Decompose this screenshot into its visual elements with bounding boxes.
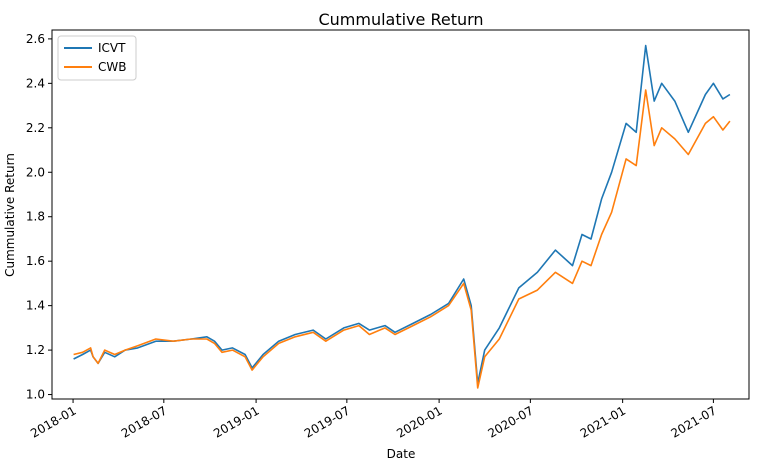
chart-title: Cummulative Return	[318, 10, 483, 29]
x-tick-label: 2018-01	[28, 403, 78, 440]
y-tick-label: 1.4	[26, 299, 45, 313]
legend-label-cwb: CWB	[98, 60, 126, 74]
y-tick-label: 1.8	[26, 210, 45, 224]
series-line-cwb	[73, 89, 731, 389]
y-tick-label: 1.2	[26, 343, 45, 357]
x-tick-label: 2020-01	[394, 403, 444, 440]
x-axis: 2018-01 2018-07 2019-01 2019-07 2020-01 2020-…	[28, 399, 719, 441]
y-tick-label: 2.0	[26, 165, 45, 179]
y-tick-label: 2.6	[26, 32, 45, 46]
plot-layer	[73, 44, 731, 389]
x-tick-label: 2021-01	[578, 403, 628, 440]
y-axis: 1.0 1.2 1.4 1.6 1.8 2.0 2.2 2.4 2.6	[26, 32, 52, 402]
y-tick-label: 2.2	[26, 121, 45, 135]
x-tick-label: 2019-01	[211, 403, 261, 440]
y-tick-label: 2.4	[26, 76, 45, 90]
x-tick-label: 2019-07	[302, 403, 352, 440]
legend-label-icvt: ICVT	[98, 41, 126, 55]
y-tick-label: 1.0	[26, 388, 45, 402]
series-line-icvt	[73, 44, 731, 385]
x-tick-label: 2021-07	[668, 403, 718, 440]
y-axis-label: Cummulative Return	[3, 153, 17, 277]
y-tick-label: 1.6	[26, 254, 45, 268]
x-tick-label: 2018-07	[119, 403, 169, 440]
plot-frame	[51, 29, 750, 400]
x-tick-label: 2020-07	[485, 403, 535, 440]
x-axis-label: Date	[387, 447, 416, 461]
legend: ICVT CWB	[57, 35, 137, 81]
